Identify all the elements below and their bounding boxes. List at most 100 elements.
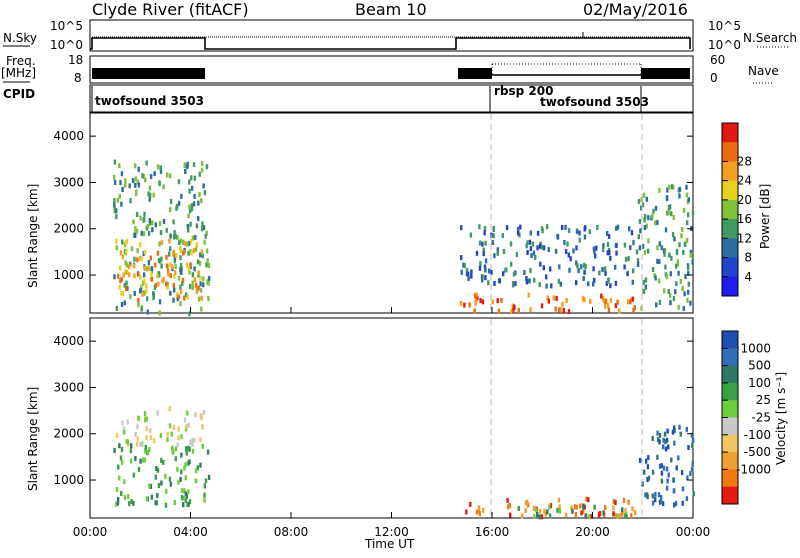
data-cell — [514, 270, 517, 276]
data-cell — [673, 502, 676, 508]
data-cell — [502, 249, 506, 254]
data-cell — [538, 514, 541, 520]
data-cell — [185, 450, 188, 456]
data-cell — [474, 293, 477, 299]
data-cell — [636, 262, 640, 267]
data-cell — [122, 429, 126, 435]
data-cell — [133, 256, 136, 262]
data-cell — [125, 262, 128, 268]
x-axis-ticks: 00:00 04:00 08:00 12:00 16:00 20:00 00:00 — [73, 307, 710, 539]
data-cell — [148, 218, 151, 224]
data-cell — [198, 260, 202, 266]
velocity-colorbar-segment — [722, 434, 738, 453]
data-cell — [197, 270, 200, 276]
data-cell — [189, 221, 192, 227]
data-cell — [583, 234, 587, 240]
data-cell — [656, 454, 659, 460]
data-cell — [177, 275, 181, 281]
data-cell — [686, 265, 690, 271]
data-cell — [658, 463, 662, 469]
data-cell — [646, 477, 649, 483]
data-cell — [130, 499, 133, 505]
data-cell — [183, 488, 186, 494]
data-cell — [608, 250, 611, 256]
data-cell — [151, 220, 154, 226]
data-cell — [665, 274, 669, 280]
data-cell — [669, 293, 672, 299]
data-cell — [664, 446, 668, 452]
data-cell — [200, 167, 204, 173]
data-cell — [630, 513, 633, 519]
data-cell — [181, 277, 185, 283]
data-cell — [145, 288, 148, 294]
data-cell — [160, 239, 164, 245]
data-cell — [134, 182, 137, 188]
data-cell — [593, 249, 596, 255]
data-cell — [469, 232, 473, 238]
data-cell — [148, 193, 152, 199]
data-cell — [677, 455, 680, 461]
data-cell — [154, 474, 157, 480]
data-cell — [204, 233, 207, 239]
data-cell — [120, 459, 124, 465]
power-colorbar-label: 28 — [737, 154, 752, 168]
data-cell — [156, 493, 159, 498]
data-cell — [677, 304, 680, 310]
data-cell — [192, 248, 196, 253]
data-cell — [119, 278, 122, 284]
data-cell — [497, 308, 501, 314]
data-cell — [169, 481, 173, 487]
data-cell — [125, 248, 128, 254]
data-cell — [161, 278, 164, 284]
data-cell — [545, 283, 548, 289]
data-cell — [140, 284, 143, 290]
data-cell — [671, 429, 675, 435]
data-cell — [548, 504, 551, 510]
data-cell — [205, 164, 209, 170]
data-cell — [678, 186, 682, 192]
data-cell — [207, 296, 210, 302]
data-cell — [142, 217, 145, 223]
data-cell — [691, 259, 694, 265]
data-cell — [492, 226, 495, 231]
data-cell — [176, 466, 179, 472]
data-cell — [166, 263, 169, 269]
data-cell — [540, 514, 544, 520]
data-cell — [143, 290, 146, 296]
data-cell — [567, 252, 570, 258]
data-cell — [130, 443, 133, 449]
nsearch-label: N.Search — [743, 31, 797, 45]
data-cell — [659, 495, 663, 500]
data-cell — [627, 299, 630, 305]
data-cell — [194, 246, 198, 252]
data-cell — [684, 274, 687, 279]
data-cell — [186, 241, 189, 247]
data-cell — [149, 435, 153, 441]
freq-strip — [89, 55, 694, 84]
data-cell — [202, 410, 206, 416]
data-cell — [124, 182, 127, 188]
data-cell — [140, 230, 143, 236]
data-cell — [524, 500, 527, 506]
data-cell — [672, 184, 675, 190]
data-cell — [558, 264, 561, 270]
data-cell — [122, 272, 125, 278]
data-cell — [196, 465, 199, 471]
data-cell — [566, 241, 569, 247]
data-cell — [191, 272, 194, 278]
data-cell — [158, 181, 161, 187]
data-cell — [606, 242, 610, 247]
data-cell — [587, 281, 590, 287]
data-cell — [594, 253, 597, 259]
data-cell — [488, 268, 491, 274]
data-cell — [689, 471, 692, 477]
data-cell — [477, 505, 481, 511]
data-cell — [675, 281, 678, 287]
data-cell — [682, 249, 685, 255]
data-cell — [517, 230, 520, 236]
data-cell — [614, 264, 617, 270]
data-cell — [134, 431, 137, 437]
data-cell — [152, 438, 156, 444]
data-cell — [148, 185, 152, 191]
data-cell — [136, 212, 139, 217]
